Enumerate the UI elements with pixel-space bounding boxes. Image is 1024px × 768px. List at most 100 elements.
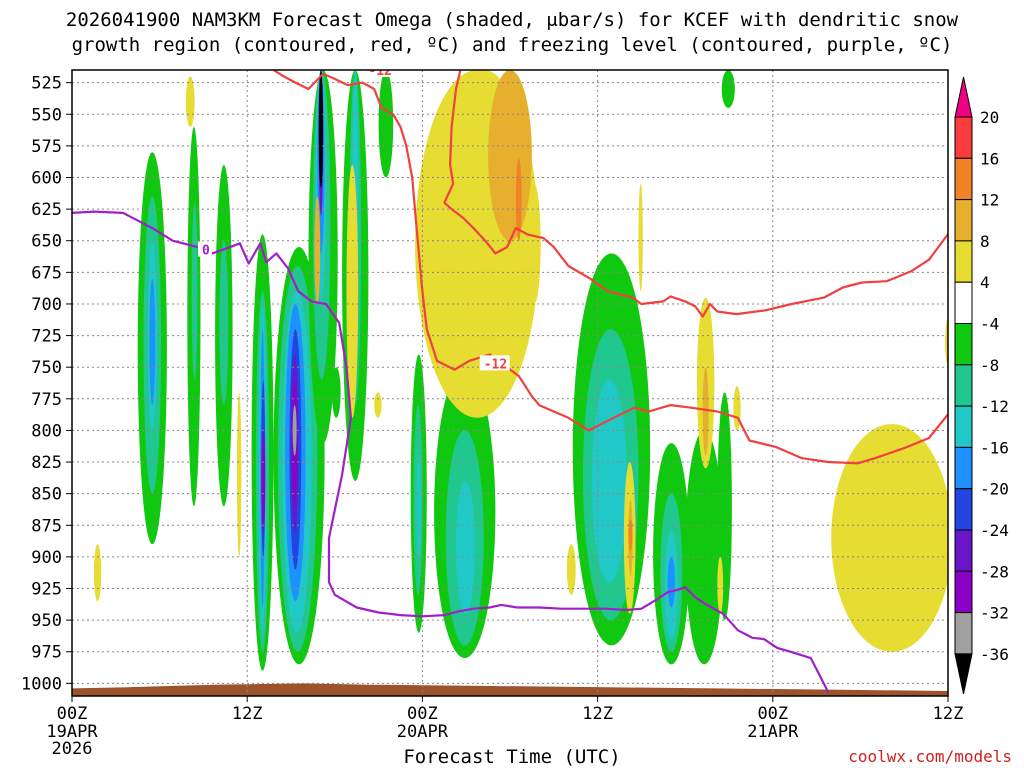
colorbar-label: 12 [980, 191, 999, 210]
omega-cell-p8 [374, 392, 382, 418]
colorbar-bin-m8 [954, 364, 973, 407]
omega-cell-p8 [831, 424, 948, 652]
x-tick-label: 12Z [933, 704, 964, 724]
colorbar-label: 4 [980, 273, 990, 292]
y-tick-label: 850 [31, 485, 62, 505]
omega-cell-p16 [628, 518, 633, 551]
colorbar-label: -28 [980, 562, 1009, 581]
omega-cell-m12 [416, 455, 421, 557]
colorbar-label: -12 [980, 397, 1009, 416]
x-tick-date: 21APR [747, 722, 799, 742]
x-tick-label: 12Z [232, 704, 263, 724]
colorbar-bin-m20 [954, 488, 973, 531]
y-tick-label: 875 [31, 516, 62, 536]
freezing-level-contour-label-bg [197, 241, 212, 257]
colorbar-label: -8 [980, 356, 999, 375]
ground-surface [72, 683, 948, 696]
snow-growth-contour [443, 70, 948, 318]
snow-growth-contour-label-bg [364, 70, 395, 77]
omega-cell-p12 [314, 196, 321, 304]
y-tick-label: 800 [31, 421, 62, 441]
chart-title-line-1: 2026041900 NAM3KM Forecast Omega (shaded… [65, 9, 959, 31]
omega-cell-p8 [185, 76, 195, 127]
y-tick-label: 525 [31, 74, 62, 94]
colorbar-label: -24 [980, 521, 1009, 540]
y-tick-label: 925 [31, 580, 62, 600]
y-tick-label: 550 [31, 105, 62, 125]
y-tick-label: 600 [31, 168, 62, 188]
omega-cell-p16 [515, 158, 522, 241]
y-tick-label: 775 [31, 390, 62, 410]
x-tick-date: 20APR [397, 722, 449, 742]
snow-growth-contour-label: -12 [484, 357, 507, 372]
colorbar-bin-m4 [954, 323, 973, 366]
y-tick-label: 625 [31, 200, 62, 220]
y-tick-label: 900 [31, 548, 62, 568]
omega-cell-p8 [346, 164, 359, 418]
x-tick-label: 00Z [757, 704, 788, 724]
freezing-level-contour-label: 0 [202, 244, 210, 259]
omega-cell-p12 [488, 70, 532, 241]
omega-cell-m4 [721, 70, 735, 108]
x-tick-year: 2026 [52, 739, 93, 759]
x-tick-label: 00Z [57, 704, 88, 724]
y-tick-label: 825 [31, 453, 62, 473]
y-tick-label: 725 [31, 327, 62, 347]
omega-cell-m8 [219, 240, 229, 406]
omega-cell-p8 [236, 392, 242, 557]
omega-cell-m28 [261, 430, 266, 532]
omega-cell-p8 [733, 386, 741, 431]
colorbar-bin-p4 [954, 281, 973, 325]
x-tick-date: 19APR [46, 722, 98, 742]
y-tick-label: 575 [31, 137, 62, 157]
omega-cell-m16 [667, 556, 675, 608]
snow-growth-contour-label-bg [479, 355, 510, 371]
omega-cell-m4 [685, 430, 724, 665]
x-axis-title: Forecast Time (UTC) [403, 746, 621, 768]
colorbar-label: -36 [980, 645, 1009, 664]
omega-cell-p8 [717, 556, 724, 614]
colorbar-bin-p20 [954, 116, 973, 159]
y-tick-label: 650 [31, 232, 62, 252]
colorbar-bin-m28 [954, 570, 973, 614]
x-tick-label: 00Z [407, 704, 438, 724]
omega-cell-p8 [566, 544, 576, 595]
y-tick-label: 975 [31, 643, 62, 663]
chart-title-line-2: growth region (contoured, red, ºC) and f… [71, 34, 953, 56]
omega-cell-p12 [702, 367, 709, 456]
y-tick-label: 750 [31, 358, 62, 378]
y-tick-label: 1000 [21, 674, 62, 694]
plot-frame [71, 69, 949, 697]
y-tick-label: 700 [31, 295, 62, 315]
y-tick-label: 950 [31, 611, 62, 631]
colorbar-label: -20 [980, 480, 1009, 499]
omega-cell-m4 [378, 70, 394, 178]
omega-cell-m8 [191, 202, 198, 380]
colorbar-label: 8 [980, 232, 990, 251]
omega-cell-p8 [527, 183, 541, 304]
colorbar-label: -16 [980, 438, 1009, 457]
colorbar-bin-m12 [954, 405, 973, 448]
freezing-level-contour [72, 210, 830, 693]
grid [72, 70, 948, 696]
colorbar-label: -32 [980, 604, 1009, 623]
omega-cell-m36 [318, 70, 324, 188]
colorbar-bin-p16 [954, 157, 973, 201]
colorbar-bin-p12 [954, 199, 973, 242]
omega-cell-m32 [292, 405, 297, 456]
colorbar-label: -4 [980, 315, 999, 334]
colorbar-bin-m32 [954, 612, 973, 655]
colorbar-label: 16 [980, 149, 999, 168]
source-credit: coolwx.com/models [848, 747, 1012, 766]
y-tick-label: 675 [31, 263, 62, 283]
colorbar-bin-m16 [954, 446, 973, 490]
omega-cell-m12 [591, 379, 627, 583]
omega-cell-p8 [93, 544, 102, 602]
omega-cell-m12 [455, 481, 475, 614]
colorbar-top-arrow [954, 76, 973, 118]
colorbar-label: 20 [980, 108, 999, 127]
colorbar-bin-m24 [954, 529, 973, 572]
colorbar-bottom-arrow [954, 653, 973, 695]
x-tick-label: 12Z [582, 704, 613, 724]
